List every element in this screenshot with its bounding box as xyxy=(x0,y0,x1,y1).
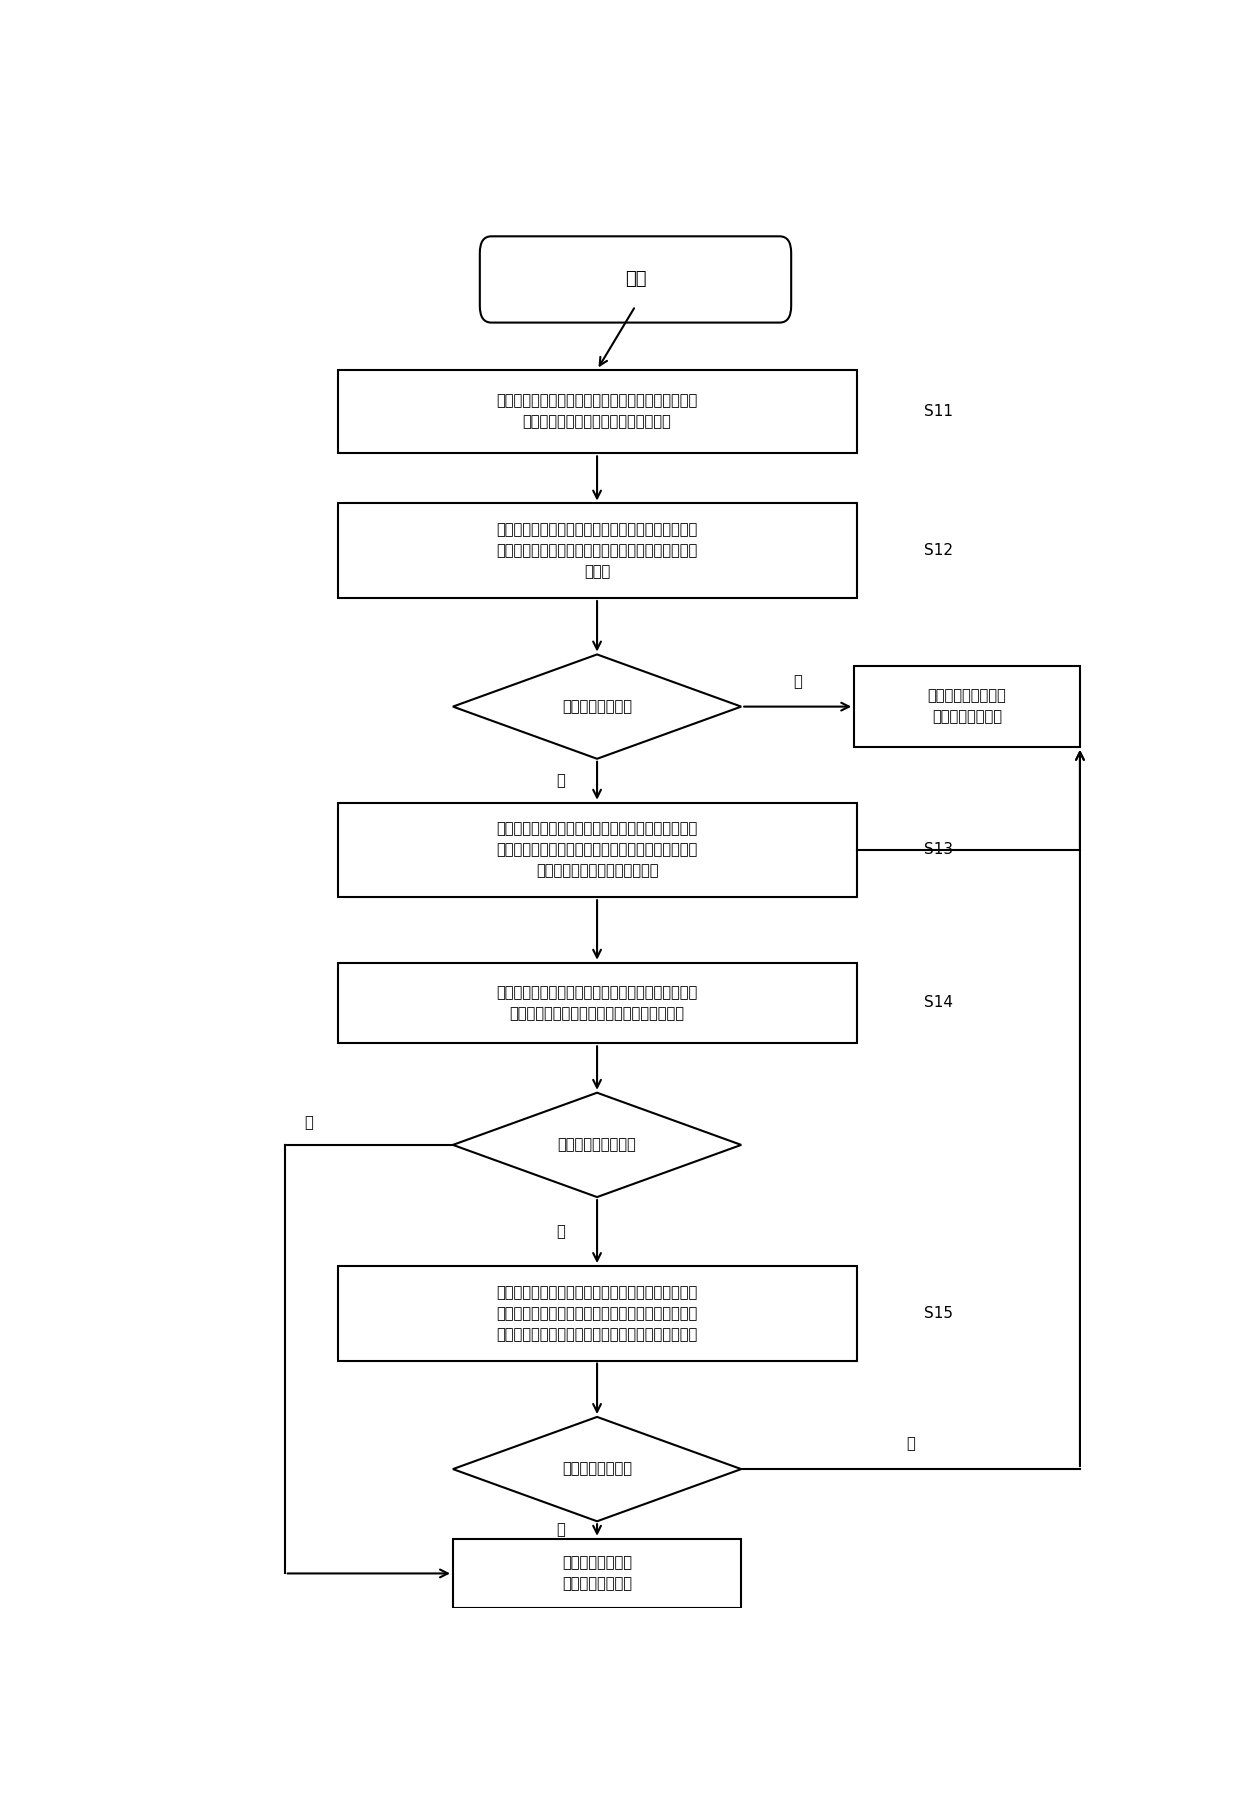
FancyBboxPatch shape xyxy=(337,504,857,598)
Text: 是: 是 xyxy=(304,1115,314,1129)
Text: S15: S15 xyxy=(924,1306,952,1321)
Text: 分别测量电池组中每一个单体电池的标准容量，并计
算每一个单体电池的标准容量相对误差: 分别测量电池组中每一个单体电池的标准容量，并计 算每一个单体电池的标准容量相对误… xyxy=(496,394,698,430)
FancyBboxPatch shape xyxy=(337,963,857,1043)
Polygon shape xyxy=(453,1417,742,1521)
FancyBboxPatch shape xyxy=(854,667,1080,746)
Text: 是: 是 xyxy=(557,1523,565,1538)
FancyBboxPatch shape xyxy=(337,802,857,898)
Text: 是否在第一阈値内: 是否在第一阈値内 xyxy=(562,699,632,714)
FancyBboxPatch shape xyxy=(337,370,857,454)
Text: 设定标准容量相对误差在所述第一阈値内的单体电池
的标准容量相对误差服从第一正态分布，并为所述第
一正态分布设置一个第一置信度: 设定标准容量相对误差在所述第一阈値内的单体电池 的标准容量相对误差服从第一正态分… xyxy=(496,822,698,878)
FancyBboxPatch shape xyxy=(337,1267,857,1361)
Text: S13: S13 xyxy=(924,842,952,858)
FancyBboxPatch shape xyxy=(480,237,791,323)
Text: S14: S14 xyxy=(924,996,952,1010)
Text: 否: 否 xyxy=(794,674,802,688)
Text: 否: 否 xyxy=(906,1437,915,1451)
Polygon shape xyxy=(453,654,742,759)
Text: 开始: 开始 xyxy=(625,271,646,289)
Polygon shape xyxy=(453,1093,742,1196)
Text: 是否在第二阈値内: 是否在第二阈値内 xyxy=(562,1462,632,1476)
Text: 判断标准容量相对误差在所述第一阈値内的单体电池
的标准容量相对误差是否在所述第一置信度内: 判断标准容量相对误差在所述第一阈値内的单体电池 的标准容量相对误差是否在所述第一… xyxy=(496,985,698,1021)
Text: 为标准容量相对误差设置一个第一阈値，并判断电池
组中每一个单体电池的标准容量误差是否在所述第一
阈値内: 为标准容量相对误差设置一个第一阈値，并判断电池 组中每一个单体电池的标准容量误差… xyxy=(496,522,698,580)
Text: 为标准容量相对误差设置一个第二阈値，并判断标准
容量相对误差在所述第一阈値内且在第一置信度外的
单体电池的标准容量相对误差是否在所述第二阈値内: 为标准容量相对误差设置一个第二阈値，并判断标准 容量相对误差在所述第一阈値内且在… xyxy=(496,1285,698,1343)
Text: 确定为容量一致的
单体电池，并保留: 确定为容量一致的 单体电池，并保留 xyxy=(562,1556,632,1592)
Text: 是: 是 xyxy=(557,773,565,788)
Text: 确定为容量不一致的
单体电池，并剔除: 确定为容量不一致的 单体电池，并剔除 xyxy=(928,688,1007,725)
FancyBboxPatch shape xyxy=(453,1540,742,1608)
Text: S12: S12 xyxy=(924,544,952,558)
Text: 否: 否 xyxy=(557,1223,565,1240)
Text: S11: S11 xyxy=(924,405,952,419)
Text: 是否在第一置信度内: 是否在第一置信度内 xyxy=(558,1137,636,1153)
